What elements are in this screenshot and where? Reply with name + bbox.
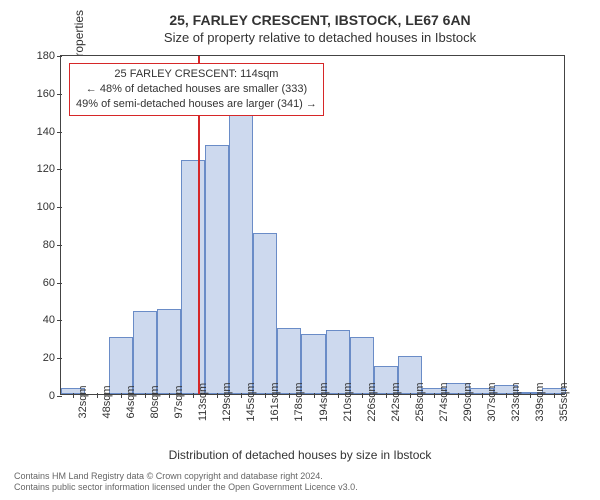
x-tick-label: 32sqm (77, 385, 89, 418)
chart-subtitle: Size of property relative to detached ho… (60, 30, 580, 45)
x-tick-label: 242sqm (390, 382, 402, 421)
x-tick-mark (482, 393, 483, 398)
chart-container: 25, FARLEY CRESCENT, IBSTOCK, LE67 6AN S… (0, 0, 600, 500)
x-tick-label: 80sqm (149, 385, 161, 418)
x-tick-mark (506, 393, 507, 398)
y-tick-label: 60 (43, 277, 55, 289)
x-tick-label: 226sqm (366, 382, 378, 421)
histogram-bar (229, 92, 253, 394)
x-tick-label: 161sqm (269, 382, 281, 421)
annotation-line-3: 49% of semi-detached houses are larger (… (76, 97, 317, 112)
x-tick-label: 97sqm (173, 385, 185, 418)
x-tick-label: 323sqm (510, 382, 522, 421)
footer-line-1: Contains HM Land Registry data © Crown c… (14, 471, 358, 483)
x-tick-label: 48sqm (101, 385, 113, 418)
y-tick-label: 40 (43, 314, 55, 326)
histogram-bar (157, 309, 181, 394)
x-tick-mark (362, 393, 363, 398)
histogram-bar (205, 145, 229, 394)
x-tick-mark (554, 393, 555, 398)
x-axis-label: Distribution of detached houses by size … (0, 448, 600, 462)
x-tick-mark (241, 393, 242, 398)
x-tick-label: 258sqm (414, 382, 426, 421)
x-tick-mark (338, 393, 339, 398)
y-tick-label: 20 (43, 352, 55, 364)
x-tick-label: 194sqm (318, 382, 330, 421)
plot-area: 020406080100120140160180 25 FARLEY CRESC… (60, 55, 565, 395)
x-tick-mark (121, 393, 122, 398)
annotation-box: 25 FARLEY CRESCENT: 114sqm ← 48% of deta… (69, 63, 324, 116)
y-tick-mark (57, 396, 62, 397)
x-tick-mark (97, 393, 98, 398)
x-tick-mark (169, 393, 170, 398)
y-tick-label: 100 (37, 201, 55, 213)
x-tick-label: 178sqm (293, 382, 305, 421)
y-tick-label: 120 (37, 163, 55, 175)
histogram-bar (253, 233, 277, 394)
x-tick-label: 355sqm (558, 382, 570, 421)
x-tick-mark (193, 393, 194, 398)
y-tick-label: 180 (37, 50, 55, 62)
y-tick-label: 0 (49, 390, 55, 402)
y-tick-label: 160 (37, 88, 55, 100)
x-tick-label: 129sqm (221, 382, 233, 421)
x-tick-mark (314, 393, 315, 398)
y-tick-label: 80 (43, 239, 55, 251)
x-tick-mark (289, 393, 290, 398)
annotation-line-2: ← 48% of detached houses are smaller (33… (76, 82, 317, 97)
histogram-bar (133, 311, 157, 394)
x-tick-mark (458, 393, 459, 398)
footer-attribution: Contains HM Land Registry data © Crown c… (14, 471, 358, 494)
annotation-line-1: 25 FARLEY CRESCENT: 114sqm (76, 67, 317, 82)
x-tick-mark (265, 393, 266, 398)
x-tick-label: 290sqm (462, 382, 474, 421)
x-tick-label: 307sqm (486, 382, 498, 421)
y-tick-label: 140 (37, 126, 55, 138)
x-tick-label: 210sqm (342, 382, 354, 421)
histogram-bar (181, 160, 205, 394)
x-tick-label: 113sqm (197, 383, 209, 421)
x-tick-mark (145, 393, 146, 398)
x-tick-label: 274sqm (438, 382, 450, 421)
x-tick-mark (530, 393, 531, 398)
x-tick-mark (434, 393, 435, 398)
x-tick-label: 339sqm (534, 382, 546, 421)
chart-title: 25, FARLEY CRESCENT, IBSTOCK, LE67 6AN (60, 12, 580, 28)
x-tick-mark (73, 393, 74, 398)
footer-line-2: Contains public sector information licen… (14, 482, 358, 494)
x-tick-mark (410, 393, 411, 398)
x-tick-label: 64sqm (125, 385, 137, 418)
x-tick-mark (217, 393, 218, 398)
x-tick-mark (386, 393, 387, 398)
x-tick-label: 145sqm (245, 382, 257, 421)
